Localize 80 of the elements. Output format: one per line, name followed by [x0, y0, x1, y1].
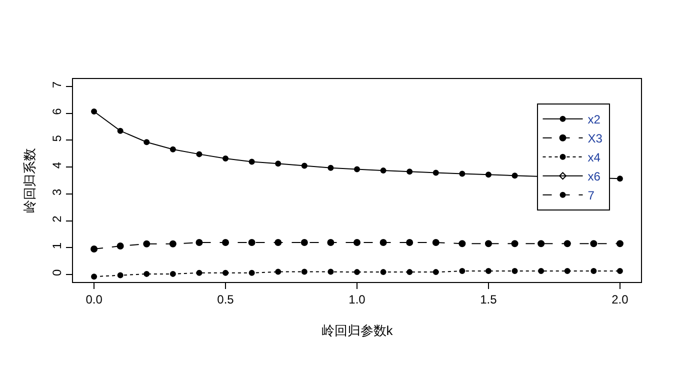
point	[328, 268, 334, 275]
point	[406, 239, 414, 246]
point	[432, 269, 439, 276]
legend-label: x4	[588, 150, 601, 165]
y-tick-label: 6	[50, 108, 64, 115]
point	[274, 239, 282, 246]
point	[144, 270, 150, 277]
y-tick-label: 2	[50, 215, 64, 222]
x-tick-label: 0.5	[217, 292, 234, 306]
point	[485, 172, 492, 178]
point	[354, 269, 360, 276]
point	[511, 240, 518, 248]
point	[380, 168, 386, 174]
point	[248, 239, 256, 246]
y-tick-label: 5	[50, 134, 64, 142]
point	[116, 242, 124, 250]
point	[590, 268, 597, 274]
point	[459, 170, 466, 177]
point	[616, 268, 623, 274]
point	[143, 240, 150, 248]
point	[406, 269, 413, 276]
point	[300, 239, 308, 246]
point	[616, 176, 623, 182]
point	[222, 155, 229, 162]
point	[484, 240, 492, 248]
point	[327, 239, 334, 246]
point	[170, 270, 176, 277]
y-tick-label: 3	[50, 188, 64, 196]
point	[485, 268, 492, 274]
y-tick-label: 1	[50, 242, 64, 250]
point	[301, 268, 308, 275]
point	[275, 160, 282, 167]
point	[169, 240, 176, 248]
x-tick-label: 1.0	[348, 292, 366, 306]
y-tick-label: 7	[50, 81, 64, 88]
point	[196, 270, 202, 276]
point	[564, 268, 570, 274]
point	[222, 270, 229, 276]
point	[196, 151, 202, 158]
point	[328, 164, 334, 171]
point	[222, 239, 230, 246]
point	[248, 158, 255, 165]
point	[144, 139, 150, 146]
point	[248, 270, 255, 276]
point	[459, 268, 466, 274]
x-tick-label: 1.5	[480, 292, 498, 306]
point	[458, 240, 466, 248]
point	[512, 268, 518, 274]
legend-label: x2	[588, 112, 601, 127]
point	[538, 240, 545, 248]
point	[538, 268, 544, 274]
point	[196, 239, 203, 246]
point	[354, 239, 360, 246]
point	[590, 240, 598, 248]
legend-label: x6	[588, 170, 601, 184]
x-tick-label: 0.0	[86, 292, 103, 306]
point	[301, 162, 308, 169]
y-tick-label: 0	[50, 269, 64, 276]
point	[406, 168, 413, 175]
point	[354, 166, 360, 172]
y-axis-title: 岭回归系数	[22, 148, 38, 213]
point	[275, 268, 282, 275]
point	[512, 172, 518, 179]
point	[380, 269, 386, 276]
point	[432, 239, 440, 246]
x-axis-title: 岭回归参数k	[321, 323, 394, 338]
point	[564, 240, 571, 248]
y-tick-label: 4	[50, 162, 64, 169]
point	[117, 128, 124, 134]
point	[117, 272, 124, 278]
point	[170, 146, 176, 152]
legend-label: X3	[588, 132, 603, 146]
point	[616, 240, 624, 248]
point	[91, 108, 98, 114]
x-tick-label: 2.0	[612, 292, 629, 306]
legend-label: 7	[588, 188, 595, 203]
point	[432, 170, 439, 176]
point	[91, 274, 98, 280]
point	[90, 245, 98, 252]
point	[380, 239, 387, 246]
